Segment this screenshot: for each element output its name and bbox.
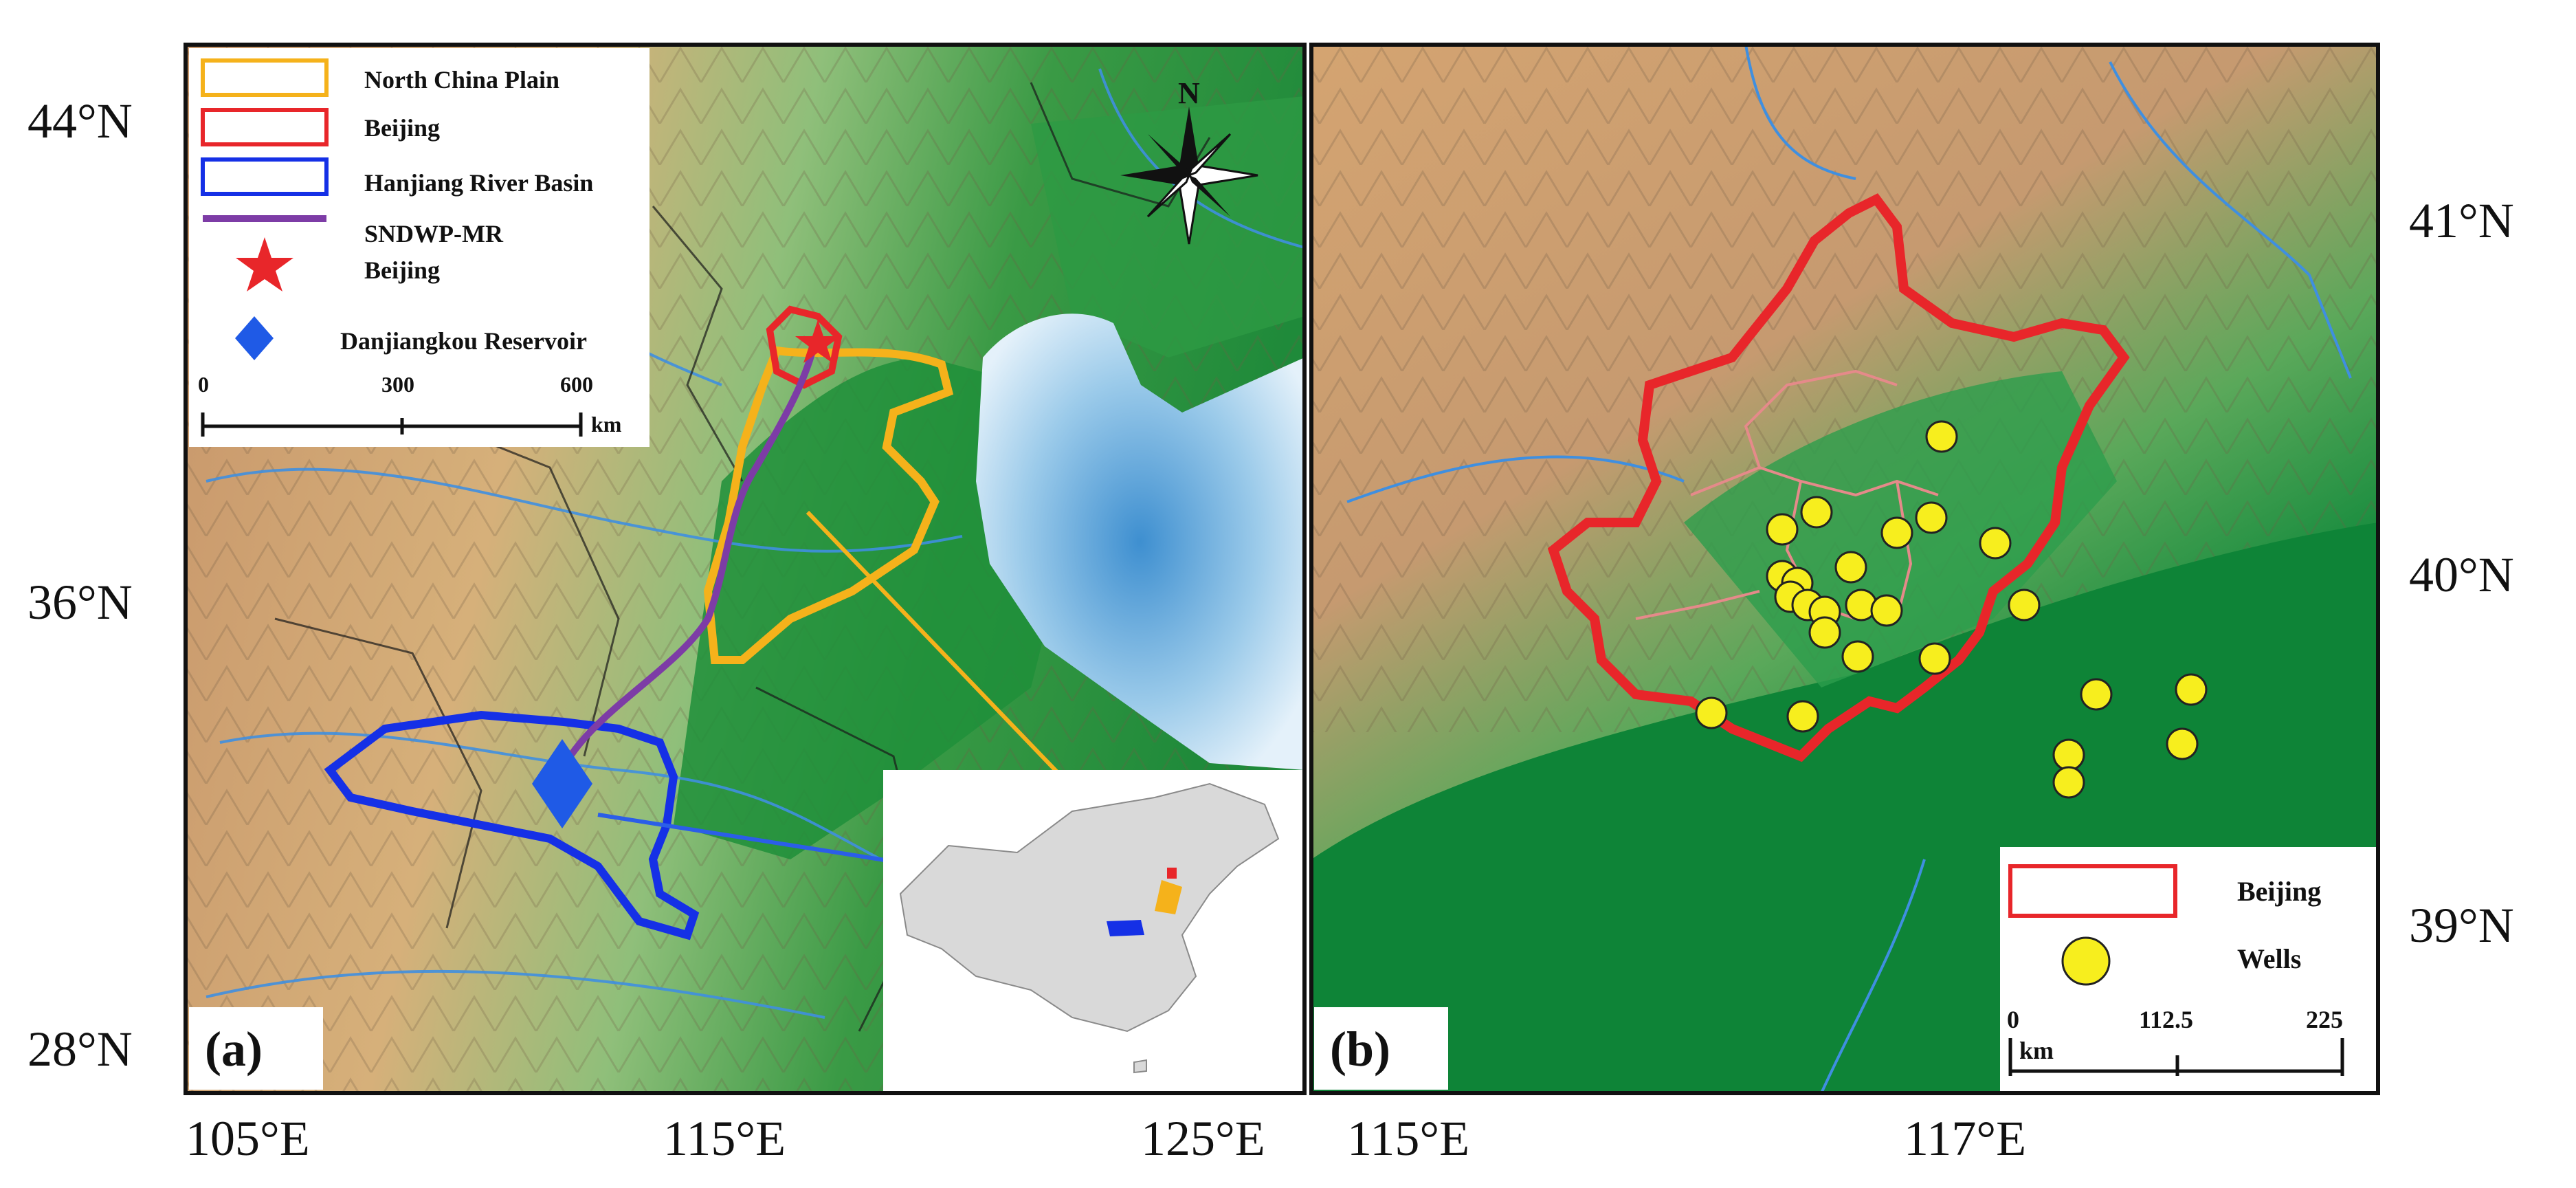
panel-a: N North China Plain Beijing Hanjiang Riv… <box>184 43 1307 1095</box>
lat-tick-28n: 28°N <box>27 1022 133 1077</box>
panel-a-legend: North China Plain Beijing Hanjiang River… <box>189 48 649 447</box>
well-marker <box>1786 700 1819 733</box>
panel-a-scale-bar: 0 300 600 km <box>198 372 622 437</box>
legend-label-beijing-outline: Beijing <box>364 114 440 142</box>
beijing-star-marker <box>795 320 841 363</box>
panel-b-label: (b) <box>1330 1022 1390 1077</box>
well-marker <box>1841 640 1874 673</box>
legend-label-hanjiang: Hanjiang River Basin <box>364 169 593 197</box>
china-outline <box>899 782 1280 1033</box>
lat-tick-41n: 41°N <box>2409 193 2514 248</box>
wells <box>1695 420 2208 799</box>
plain-lowland <box>674 358 1072 859</box>
scale-b-tick-0: 0 <box>2007 1006 2019 1033</box>
panel-b: Beijing Wells 0 km 112.5 225 (b) <box>1309 43 2380 1095</box>
panel-b-frame <box>1309 43 2380 1095</box>
scale-b-unit: km <box>2019 1037 2054 1064</box>
legend-diamond-icon <box>235 316 274 360</box>
scale-a-tick-2: 600 <box>560 372 593 397</box>
scale-b-tick-2: 225 <box>2306 1006 2343 1033</box>
well-marker <box>1915 501 1948 534</box>
legend-b-swatch-beijing <box>2008 864 2177 918</box>
lon-tick-125e: 125°E <box>1141 1111 1265 1166</box>
north-arrow: N <box>1120 76 1258 245</box>
well-marker <box>1979 527 2012 560</box>
lat-tick-44n: 44°N <box>27 94 133 148</box>
inset-hanjiang <box>1107 920 1144 936</box>
beijing-outline-a <box>766 305 843 389</box>
well-marker <box>1808 616 1841 649</box>
sndwp-mr-route <box>553 342 818 782</box>
lat-tick-36n: 36°N <box>27 575 133 630</box>
scale-b-tick-1: 112.5 <box>2139 1006 2193 1033</box>
panel-b-scale-bar: 0 km 112.5 225 <box>2007 1006 2344 1076</box>
legend-star-icon <box>236 237 293 292</box>
inset-hainan <box>1133 1059 1147 1074</box>
inset-beijing <box>1167 868 1177 879</box>
danjiangkou-reservoir-marker <box>532 739 592 828</box>
panel-a-frame <box>184 43 1307 1095</box>
legend-label-beijing-star: Beijing <box>364 256 440 284</box>
north-label: N <box>1178 76 1200 110</box>
panel-b-legend: Beijing Wells 0 km 112.5 225 <box>2000 847 2377 1092</box>
scale-a-tick-0: 0 <box>198 372 209 397</box>
panel-a-label-box <box>189 1007 323 1090</box>
panel-b-label-box <box>1314 1007 1448 1090</box>
well-marker <box>2008 588 2041 622</box>
well-marker <box>2175 673 2208 706</box>
legend-swatch-hanjiang <box>201 157 329 196</box>
well-marker <box>1766 513 1799 546</box>
lat-tick-39n: 39°N <box>2409 898 2514 953</box>
lon-tick-115e-b: 115°E <box>1347 1111 1469 1166</box>
well-marker <box>2052 766 2085 799</box>
hanjiang-basin-outline <box>324 710 700 940</box>
lon-tick-117e: 117°E <box>1904 1111 2026 1166</box>
bohai-yellow-sea <box>976 314 1304 771</box>
scale-a-unit: km <box>591 412 622 437</box>
lat-tick-40n: 40°N <box>2409 547 2514 602</box>
well-marker <box>1880 516 1913 549</box>
legend-b-label-beijing: Beijing <box>2237 876 2321 907</box>
scale-a-tick-1: 300 <box>381 372 414 397</box>
legend-swatch-ncp <box>201 58 329 97</box>
well-marker <box>1870 594 1903 627</box>
legend-label-sndwp: SNDWP-MR <box>364 220 504 248</box>
panel-a-label: (a) <box>205 1022 263 1077</box>
lon-tick-105e: 105°E <box>186 1111 310 1166</box>
well-marker <box>1918 642 1951 675</box>
well-marker <box>1925 420 1958 453</box>
district-boundaries <box>1635 369 1939 620</box>
beijing-outline-b <box>1547 193 2130 762</box>
lon-tick-115e: 115°E <box>663 1111 786 1166</box>
legend-label-danjiangkou: Danjiangkou Reservoir <box>340 327 587 355</box>
china-inset-map <box>883 770 1304 1093</box>
well-marker <box>2052 738 2085 771</box>
well-marker <box>1834 551 1867 584</box>
well-marker <box>1695 696 1728 729</box>
northeast-lowland <box>1031 96 1304 358</box>
inset-ncp <box>1155 880 1182 914</box>
well-marker <box>2166 727 2199 760</box>
legend-swatch-beijing-outline <box>201 108 329 146</box>
legend-label-ncp: North China Plain <box>364 66 559 94</box>
legend-b-well-icon <box>2061 936 2111 986</box>
well-marker <box>1800 496 1833 529</box>
well-marker <box>2080 678 2113 711</box>
legend-b-label-wells: Wells <box>2237 943 2301 974</box>
